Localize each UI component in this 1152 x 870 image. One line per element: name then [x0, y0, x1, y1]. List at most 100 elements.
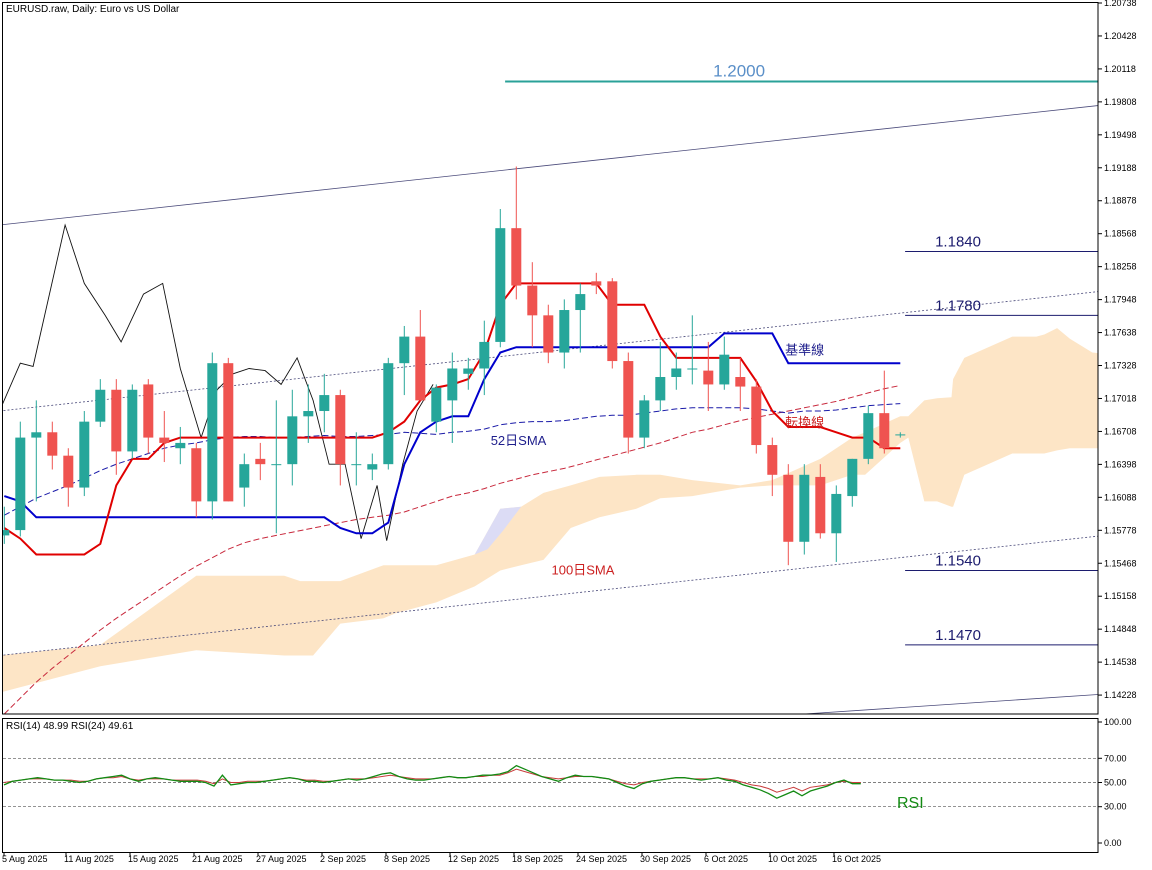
candle-body — [655, 376, 666, 401]
candle-body — [95, 389, 106, 422]
candle — [255, 442, 266, 481]
price-tick-label: 1.20118 — [1104, 64, 1136, 74]
price-tick-label: 1.19808 — [1104, 97, 1137, 107]
candle — [79, 411, 90, 497]
candle-body — [639, 400, 650, 438]
candle-body — [207, 363, 218, 502]
candle — [223, 357, 234, 502]
time-tick-label: 16 Oct 2025 — [832, 854, 881, 864]
candle-body — [799, 474, 810, 542]
candle-body — [335, 395, 346, 465]
candle — [623, 352, 634, 454]
rsi-tick-label: 50.00 — [1104, 778, 1127, 788]
candle — [783, 464, 794, 566]
time-tick-label: 27 Aug 2025 — [256, 854, 307, 864]
candle — [383, 357, 394, 470]
level-label-1: 1.1840 — [935, 234, 981, 251]
candle — [703, 341, 714, 412]
time-tick-label: 5 Aug 2025 — [2, 854, 48, 864]
candle — [47, 421, 58, 470]
price-tick-label: 1.18568 — [1104, 229, 1137, 239]
candle — [159, 411, 170, 463]
candle-body — [879, 413, 890, 449]
candle-body — [255, 458, 266, 465]
candle — [559, 299, 570, 369]
candles — [3, 166, 906, 566]
price-tick-label: 1.20738 — [1104, 0, 1137, 8]
candle-body — [623, 361, 634, 438]
annotation-label-1: 転換線 — [785, 415, 824, 430]
candle-body — [223, 363, 234, 502]
candle — [239, 453, 250, 507]
candle — [655, 341, 666, 412]
candle-body — [159, 437, 170, 443]
candle — [191, 442, 202, 518]
candle-body — [303, 411, 314, 417]
candle-body — [815, 476, 826, 534]
candle-body — [479, 341, 490, 369]
candle-body — [15, 437, 26, 531]
candle — [415, 310, 426, 401]
candle — [799, 464, 810, 555]
candle — [831, 485, 842, 562]
candle-body — [543, 315, 554, 353]
candle — [527, 262, 538, 348]
candle — [735, 357, 746, 412]
candle-body — [415, 336, 426, 401]
candle — [207, 352, 218, 520]
candle — [767, 437, 778, 497]
candle-body — [319, 395, 330, 412]
price-tick-label: 1.16398 — [1104, 459, 1137, 469]
rsi14-line — [3, 764, 861, 799]
time-tick-label: 18 Sep 2025 — [512, 854, 563, 864]
price-tick-label: 1.15468 — [1104, 558, 1137, 568]
time-tick-label: 12 Sep 2025 — [448, 854, 499, 864]
ichimoku-cloud — [3, 328, 1098, 692]
candle — [495, 209, 506, 348]
candle — [431, 384, 442, 433]
cloud-twist — [474, 506, 522, 555]
candle — [351, 432, 362, 486]
price-tick-label: 1.19498 — [1104, 130, 1137, 140]
symbol-header: EURUSD.raw, Daily: Euro vs US Dollar — [6, 4, 180, 15]
candle — [671, 352, 682, 390]
candle-body — [671, 368, 682, 377]
annotation-label-2: 52日SMA — [491, 433, 547, 448]
candle — [607, 278, 618, 369]
candle — [687, 315, 698, 385]
candle — [479, 320, 490, 396]
price-tick-label: 1.14848 — [1104, 624, 1137, 634]
candle-body — [783, 474, 794, 542]
level-label-2: 1.1780 — [935, 297, 981, 314]
sma100-line — [3, 385, 901, 714]
candle-body — [831, 493, 842, 534]
candle-body — [175, 442, 186, 449]
candle — [111, 379, 122, 475]
candle-body — [495, 228, 506, 342]
candle — [287, 389, 298, 486]
candle-body — [63, 455, 74, 488]
candle-body — [703, 370, 714, 385]
candle-body — [287, 416, 298, 465]
candle-body — [399, 336, 410, 364]
candle — [575, 283, 586, 353]
candle-body — [511, 228, 522, 286]
candle — [511, 166, 522, 300]
candle — [335, 389, 346, 486]
level-label-4: 1.1470 — [935, 627, 981, 644]
candle-body — [767, 445, 778, 475]
candle-body — [431, 387, 442, 422]
candle — [127, 384, 138, 459]
candle — [751, 379, 762, 454]
trend-line-3 — [804, 694, 1098, 714]
price-tick-label: 1.17328 — [1104, 361, 1137, 371]
candle-body — [271, 464, 282, 466]
price-tick-label: 1.18258 — [1104, 262, 1137, 272]
candle-body — [111, 389, 122, 452]
candle — [847, 458, 858, 507]
candle-body — [239, 464, 250, 488]
candle — [543, 304, 554, 364]
price-tick-label: 1.17948 — [1104, 295, 1137, 305]
